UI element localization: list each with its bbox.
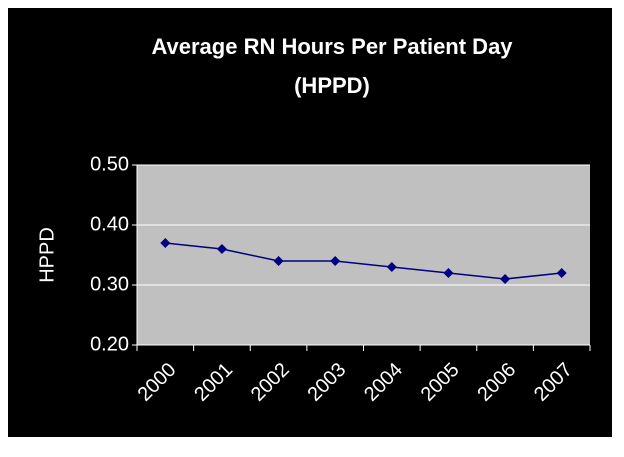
chart-title: (HPPD) [294, 73, 370, 98]
y-tick-label: 0.30 [90, 273, 129, 295]
y-tick-label: 0.40 [90, 213, 129, 235]
marker [273, 256, 284, 266]
y-tick-label: 0.50 [90, 153, 129, 175]
marker [216, 244, 227, 254]
plot-area [137, 165, 590, 345]
marker [386, 262, 397, 272]
marker [556, 268, 567, 278]
y-tick-label: 0.20 [90, 333, 129, 355]
marker [500, 274, 511, 284]
y-axis-label: HPPD [36, 227, 58, 283]
marker [443, 268, 454, 278]
chart-title: Average RN Hours Per Patient Day [151, 34, 513, 59]
marker [160, 238, 171, 248]
line [165, 242, 562, 280]
marker [330, 256, 341, 266]
